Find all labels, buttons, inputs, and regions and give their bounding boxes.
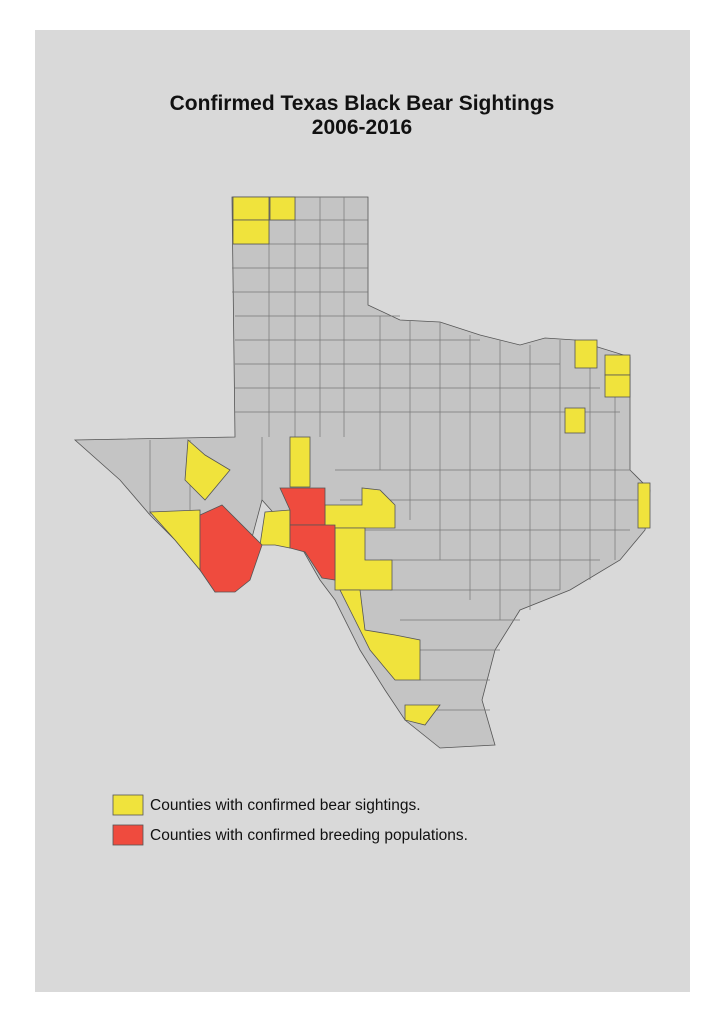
legend-label: Counties with confirmed bear sightings.	[150, 797, 421, 814]
county	[334, 527, 393, 591]
county	[339, 589, 421, 681]
county	[259, 509, 291, 549]
county	[289, 436, 311, 488]
county	[232, 219, 270, 245]
county	[269, 196, 296, 221]
sighting-counties	[149, 196, 651, 726]
legend-swatch	[112, 794, 144, 816]
county-lines	[149, 197, 640, 711]
texas-map	[73, 196, 651, 749]
county	[604, 354, 631, 376]
legend: Counties with confirmed bear sightings. C…	[112, 794, 468, 846]
county	[574, 339, 598, 369]
breeding-counties	[199, 487, 336, 593]
county	[637, 482, 651, 529]
legend-label: Counties with confirmed breeding populat…	[150, 827, 468, 844]
county	[604, 374, 631, 398]
county	[199, 504, 263, 593]
title-line: Confirmed Texas Black Bear Sightings	[170, 92, 555, 115]
county	[289, 524, 336, 581]
title-line: 2006-2016	[312, 116, 412, 139]
county	[564, 407, 586, 434]
county	[184, 439, 231, 501]
county	[404, 704, 441, 726]
county	[232, 196, 270, 221]
legend-swatch	[112, 824, 144, 846]
